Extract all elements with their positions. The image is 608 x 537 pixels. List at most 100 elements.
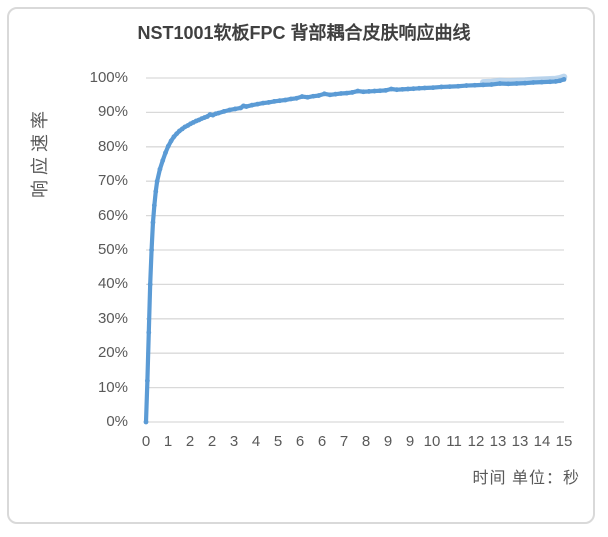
data-point-marker bbox=[243, 104, 249, 109]
x-tick-label: 4 bbox=[251, 433, 261, 450]
data-point-marker bbox=[333, 91, 338, 97]
data-point-marker bbox=[221, 108, 227, 114]
y-tick-label: 40% bbox=[97, 275, 128, 293]
y-tick-label: 20% bbox=[97, 344, 128, 362]
data-point-marker bbox=[260, 100, 266, 106]
chart-title: NST1001软板FPC 背部耦合皮肤响应曲线 bbox=[137, 23, 471, 43]
data-point-marker bbox=[144, 378, 150, 384]
data-point-marker bbox=[383, 87, 389, 93]
data-point-marker bbox=[282, 97, 288, 103]
data-point-marker bbox=[514, 81, 520, 86]
x-tick-label: 14 bbox=[533, 433, 551, 450]
data-point-marker bbox=[411, 86, 416, 92]
data-point-marker bbox=[153, 189, 159, 194]
x-tick-label: 1 bbox=[163, 433, 173, 450]
data-point-marker bbox=[171, 134, 177, 140]
y-tick-label: 70% bbox=[97, 172, 128, 190]
data-point-marker bbox=[249, 102, 255, 108]
x-tick-label: 9 bbox=[405, 433, 415, 450]
data-point-marker bbox=[557, 78, 563, 84]
data-point-marker bbox=[255, 101, 260, 107]
data-point-marker bbox=[430, 85, 436, 91]
data-point-marker bbox=[165, 143, 171, 149]
data-point-marker bbox=[310, 93, 316, 99]
x-tick-label: 6 bbox=[295, 433, 305, 450]
x-tick-label: 11 bbox=[446, 433, 462, 450]
data-point-marker bbox=[547, 79, 553, 85]
x-tick-label: 10 bbox=[423, 433, 441, 450]
data-point-marker bbox=[227, 107, 233, 113]
data-point-marker bbox=[399, 86, 405, 92]
data-point-marker bbox=[147, 282, 153, 287]
x-tick-label: 9 bbox=[383, 433, 393, 450]
x-tick-label: 5 bbox=[273, 433, 283, 450]
y-tick-label: 50% bbox=[97, 241, 128, 258]
x-tick-label: 0 bbox=[141, 433, 151, 450]
y-tick-label: 0% bbox=[106, 413, 128, 430]
data-point-marker bbox=[327, 92, 333, 98]
data-point-marker bbox=[168, 138, 174, 144]
data-point-marker bbox=[216, 110, 221, 116]
x-tick-label: 6 bbox=[317, 433, 327, 450]
data-point-marker bbox=[464, 83, 469, 88]
data-point-marker bbox=[338, 91, 344, 96]
x-tick-label: 13 bbox=[489, 433, 507, 450]
data-point-marker bbox=[294, 95, 299, 101]
data-point-marker bbox=[232, 106, 238, 112]
data-point-marker bbox=[355, 88, 361, 94]
data-point-marker bbox=[366, 89, 372, 94]
data-point-marker bbox=[316, 93, 322, 98]
data-point-marker bbox=[149, 247, 154, 253]
x-tick-label: 12 bbox=[467, 433, 485, 450]
data-point-marker bbox=[160, 158, 166, 163]
data-point-marker bbox=[416, 85, 422, 91]
data-point-marker bbox=[561, 76, 567, 82]
data-point-marker bbox=[522, 80, 528, 86]
y-tick-label: 90% bbox=[97, 103, 128, 121]
data-point-marker bbox=[539, 79, 545, 85]
data-point-marker bbox=[394, 87, 400, 93]
data-point-marker bbox=[360, 89, 366, 95]
data-point-marker bbox=[288, 96, 294, 102]
data-point-marker bbox=[305, 94, 311, 100]
response-curve-highlight bbox=[479, 73, 568, 86]
data-point-marker bbox=[447, 84, 453, 89]
x-tick-label: 2 bbox=[185, 433, 195, 450]
data-point-marker bbox=[438, 84, 444, 90]
data-point-marker bbox=[349, 90, 355, 95]
data-point-marker bbox=[372, 88, 377, 94]
data-point-marker bbox=[146, 330, 152, 335]
data-point-marker bbox=[154, 178, 160, 184]
data-point-marker bbox=[344, 90, 350, 96]
data-point-marker bbox=[150, 220, 156, 225]
data-point-marker bbox=[472, 82, 478, 88]
x-tick-label: 15 bbox=[555, 433, 573, 450]
y-tick-label: 80% bbox=[97, 137, 128, 155]
data-point-marker bbox=[489, 82, 494, 87]
data-point-marker bbox=[480, 82, 486, 88]
data-point-marker bbox=[388, 86, 394, 92]
y-tick-label: 10% bbox=[97, 378, 128, 396]
data-point-marker bbox=[143, 419, 149, 425]
x-tick-label: 2 bbox=[207, 433, 217, 450]
y-tick-label: 100% bbox=[89, 69, 128, 86]
data-point-marker bbox=[266, 100, 272, 105]
y-tick-label: 30% bbox=[97, 309, 128, 327]
x-tick-label: 7 bbox=[339, 433, 349, 450]
data-point-marker bbox=[377, 88, 383, 94]
x-tick-label: 8 bbox=[361, 433, 371, 450]
y-tick-label: 60% bbox=[97, 206, 128, 224]
data-point-marker bbox=[271, 98, 277, 104]
data-point-marker bbox=[163, 150, 168, 156]
data-point-marker bbox=[530, 80, 536, 85]
data-point-marker bbox=[405, 86, 411, 92]
response-curve bbox=[143, 77, 567, 425]
data-point-marker bbox=[455, 83, 461, 89]
x-axis-title: 时间 单位：秒 bbox=[472, 470, 580, 487]
data-point-marker bbox=[151, 202, 157, 208]
chart-border bbox=[7, 7, 595, 524]
data-point-marker bbox=[505, 81, 511, 87]
data-point-marker bbox=[321, 91, 327, 97]
